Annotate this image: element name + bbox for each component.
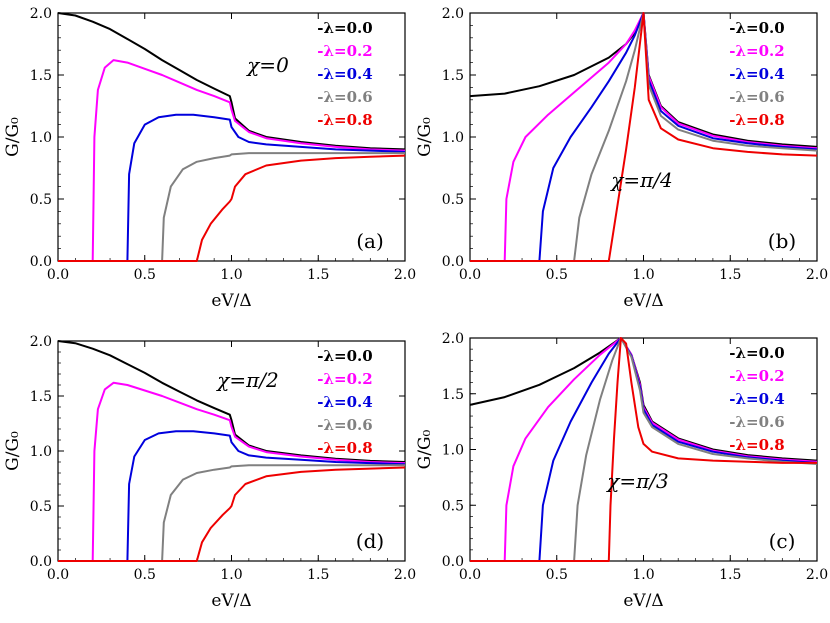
x-tick-label: 0.0: [47, 267, 69, 283]
y-tick-label: 0.5: [442, 498, 464, 514]
chart-panel-c: 0.0 0.5 1.0 1.5 2.0 0.0 0.5 1.0 1.5 2.0 eV/Δ G/G₀ -λ…: [415, 331, 828, 611]
legend-entry: -λ=0.2: [317, 42, 372, 60]
y-tick-label: 2.0: [30, 334, 52, 350]
series-line: [58, 430, 406, 562]
legend-entry: -λ=0.6: [729, 88, 784, 106]
y-tick-label: 1.0: [442, 130, 464, 146]
y-tick-label: 1.0: [30, 444, 52, 460]
x-tick-label: 0.0: [459, 267, 481, 283]
x-tick-label: 0.5: [546, 567, 568, 583]
y-tick-label: 1.5: [442, 68, 464, 84]
chi-annotation: χ=0: [245, 53, 289, 77]
y-tick-label: 0.0: [30, 554, 52, 570]
x-tick-label: 0.0: [459, 567, 481, 583]
y-tick-label: 1.5: [442, 387, 464, 403]
legend-entry: -λ=0.6: [317, 416, 372, 434]
y-tick-label: 1.0: [442, 443, 464, 459]
x-tick-label: 1.0: [632, 267, 654, 283]
series-line: [58, 464, 405, 562]
y-tick-label: 0.5: [30, 499, 52, 515]
legend-entry: -λ=0.8: [729, 111, 784, 129]
x-axis-label: eV/Δ: [211, 591, 251, 611]
x-axis-label: eV/Δ: [623, 591, 663, 611]
x-tick-label: 1.5: [307, 267, 329, 283]
x-tick-label: 2.0: [806, 267, 828, 283]
panel-label: (c): [769, 529, 796, 553]
legend-entry: -λ=0.2: [317, 370, 372, 388]
legend-entry: -λ=0.2: [729, 367, 784, 385]
legend-entry: -λ=0.4: [729, 65, 784, 83]
x-tick-label: 1.5: [719, 267, 741, 283]
legend-entry: -λ=0.6: [729, 413, 784, 431]
y-axis-label: G/G₀: [3, 431, 23, 471]
y-tick-label: 0.0: [30, 254, 52, 270]
legend-entry: -λ=0.8: [729, 436, 784, 454]
x-tick-label: 0.5: [546, 267, 568, 283]
legend-entry: -λ=0.6: [317, 88, 372, 106]
y-tick-label: 1.0: [30, 130, 52, 146]
y-tick-label: 2.0: [442, 6, 464, 22]
x-tick-label: 1.0: [632, 567, 654, 583]
x-tick-label: 1.0: [220, 267, 242, 283]
series-line: [470, 337, 817, 562]
series-line: [58, 381, 406, 562]
x-tick-label: 2.0: [806, 567, 828, 583]
y-tick-label: 2.0: [30, 6, 52, 22]
x-tick-label: 2.0: [394, 267, 416, 283]
y-tick-label: 1.5: [30, 389, 52, 405]
panel-label: (a): [356, 229, 384, 253]
chart-panel-d: 0.0 0.5 1.0 1.5 2.0 0.0 0.5 1.0 1.5 2.0 eV/Δ G/G₀ -λ…: [3, 334, 416, 611]
x-tick-label: 1.0: [220, 567, 242, 583]
x-tick-label: 2.0: [394, 567, 416, 583]
series-line: [58, 152, 405, 262]
legend-entry: -λ=0.8: [317, 439, 372, 457]
legend-entry: -λ=0.0: [729, 19, 784, 37]
chi-annotation: χ=π/4: [609, 168, 672, 192]
series-line: [58, 113, 406, 262]
series-line: [470, 337, 818, 562]
y-axis-label: G/G₀: [415, 429, 435, 469]
series-line: [58, 154, 406, 262]
chart-panel-b: 0.0 0.5 1.0 1.5 2.0 0.0 0.5 1.0 1.5 2.0 eV/Δ G/G₀ -λ…: [415, 6, 828, 311]
series-line: [58, 466, 406, 562]
y-tick-label: 1.5: [30, 68, 52, 84]
series-line: [470, 12, 818, 262]
y-axis-label: G/G₀: [415, 117, 435, 157]
x-tick-label: 1.5: [307, 567, 329, 583]
x-axis-label: eV/Δ: [623, 291, 663, 311]
legend-entry: -λ=0.0: [317, 19, 372, 37]
chi-annotation: χ=π/2: [215, 368, 278, 392]
legend-entry: -λ=0.2: [729, 42, 784, 60]
chi-annotation: χ=π/3: [605, 469, 668, 493]
series-line: [470, 12, 818, 262]
panel-label: (b): [768, 229, 796, 253]
legend-entry: -λ=0.4: [729, 390, 784, 408]
chart-panel-a: 0.0 0.5 1.0 1.5 2.0 0.0 0.5 1.0 1.5 2.0 eV/Δ G/G₀ -λ…: [3, 6, 416, 311]
x-tick-label: 0.0: [47, 567, 69, 583]
x-tick-label: 0.5: [134, 267, 156, 283]
y-tick-label: 0.0: [442, 554, 464, 570]
legend-entry: -λ=0.4: [317, 65, 372, 83]
series-line: [57, 340, 406, 463]
y-tick-label: 0.5: [30, 192, 52, 208]
series-line: [470, 12, 818, 262]
y-tick-label: 2.0: [442, 331, 464, 347]
legend-entry: -λ=0.0: [317, 347, 372, 365]
series-line: [57, 12, 406, 151]
x-tick-label: 1.5: [719, 567, 741, 583]
legend-entry: -λ=0.8: [317, 111, 372, 129]
y-axis-label: G/G₀: [3, 117, 23, 157]
y-tick-label: 0.5: [442, 192, 464, 208]
series-line: [58, 59, 406, 262]
x-tick-label: 0.5: [134, 567, 156, 583]
x-axis-label: eV/Δ: [211, 291, 251, 311]
legend-entry: -λ=0.0: [729, 344, 784, 362]
panel-label: (d): [356, 529, 384, 553]
y-tick-label: 0.0: [442, 254, 464, 270]
legend-entry: -λ=0.4: [317, 393, 372, 411]
